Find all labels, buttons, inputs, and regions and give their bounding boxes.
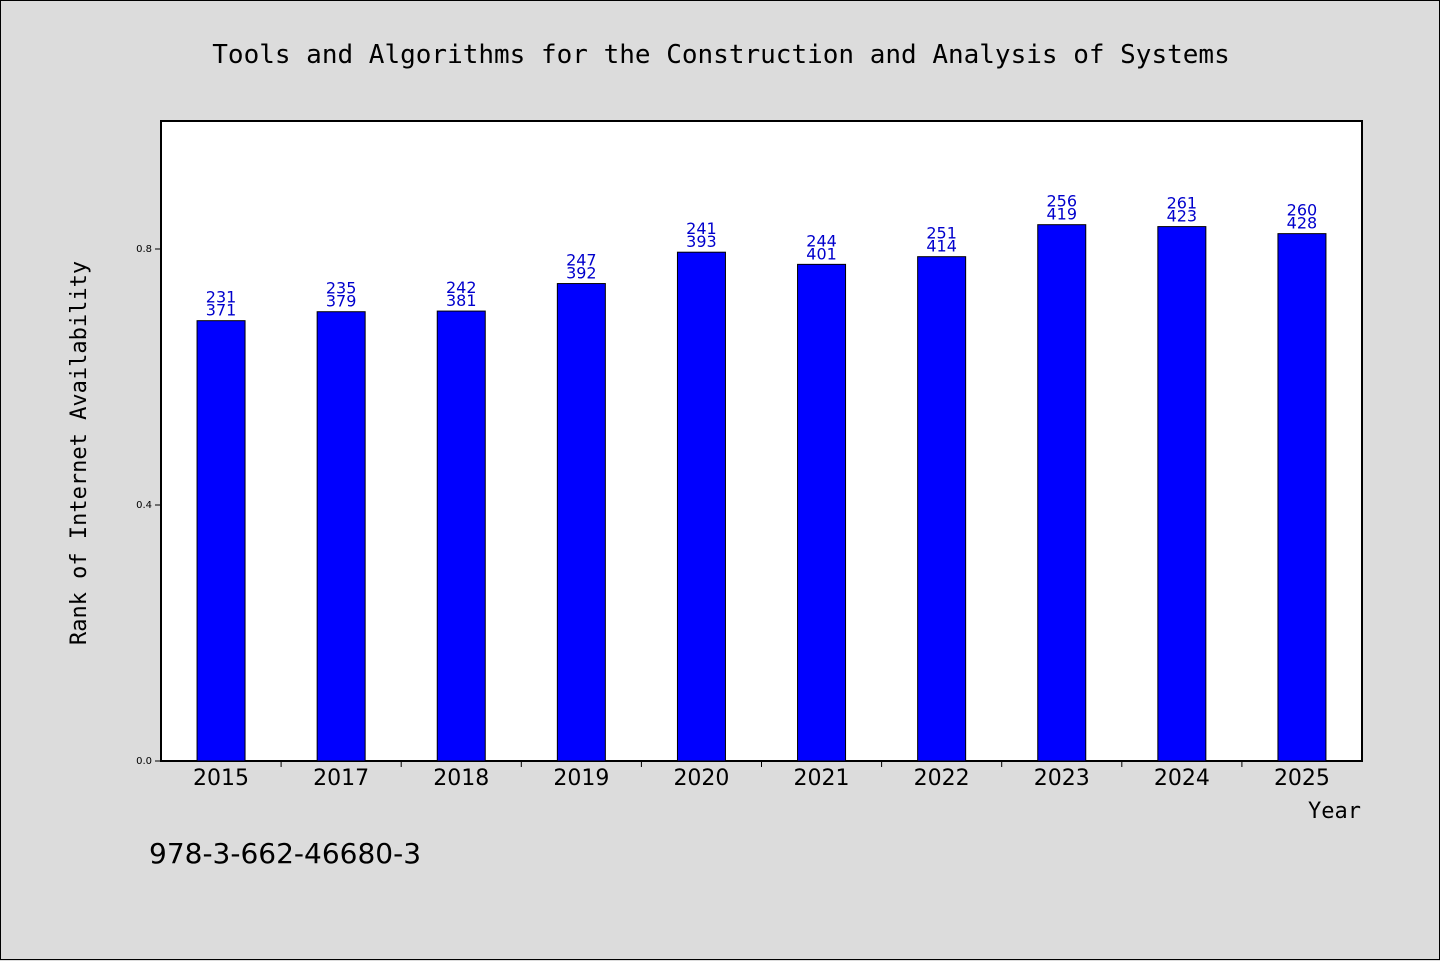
bar-label-bottom: 423 [1167,207,1198,226]
bar-label-bottom: 401 [806,244,837,263]
y-axis-ticks: 0.0 0.4 0.8 [136,244,161,767]
y-tick-label: 0.4 [136,500,152,511]
bar-label-top: 244 [806,231,837,250]
x-tick-label: 2018 [433,766,489,791]
bar-2020 [676,251,726,762]
bar-label-top: 256 [1046,192,1077,211]
x-tick-label: 2017 [313,766,369,791]
bar-2018 [436,310,486,762]
bar-label-top: 261 [1167,194,1198,213]
x-tick-label: 2023 [1034,766,1090,791]
bar-2022 [917,256,967,762]
bar-label-top: 231 [206,288,237,307]
bar-label-bottom: 414 [926,237,957,256]
x-tick-label: 2015 [193,766,249,791]
bar-label-bottom: 379 [326,292,357,311]
x-axis-label: Year [1308,799,1361,824]
y-tick-label: 0.8 [136,244,152,255]
bar-label-top: 247 [566,251,597,270]
bar-label-top: 235 [326,279,357,298]
x-tick-label: 2025 [1274,766,1330,791]
x-tick-label: 2021 [794,766,850,791]
bar-label-bottom: 371 [206,301,237,320]
bar-2024 [1157,226,1207,762]
bar-2017 [316,311,366,762]
bar-label-top: 251 [926,224,957,243]
y-axis-label: Rank of Internet Availability [67,261,92,645]
x-axis-ticks: 2015 2017 2018 2019 2020 2021 2022 2023 2024 2025 [193,761,1330,791]
bar-label-bottom: 419 [1046,205,1077,224]
chart-title: Tools and Algorithms for the Constructio… [212,40,1229,70]
bar-2025 [1277,233,1327,762]
x-tick-label: 2024 [1154,766,1210,791]
bar-2019 [556,283,606,762]
bar-label-top: 260 [1287,201,1318,220]
bar-2021 [797,263,847,762]
x-tick-label: 2022 [914,766,970,791]
bar-2023 [1037,224,1087,762]
bar-label-bottom: 381 [446,291,477,310]
bar-label-top: 242 [446,278,477,297]
bar-label-bottom: 428 [1287,214,1318,233]
bar-label-bottom: 393 [686,232,717,251]
y-tick-label: 0.0 [136,756,152,767]
bar-label-bottom: 392 [566,264,597,283]
isbn-label: 978-3-662-46680-3 [149,837,421,870]
bar-2015 [196,320,246,762]
x-tick-label: 2020 [673,766,729,791]
x-tick-label: 2019 [553,766,609,791]
bar-label-top: 241 [686,219,717,238]
